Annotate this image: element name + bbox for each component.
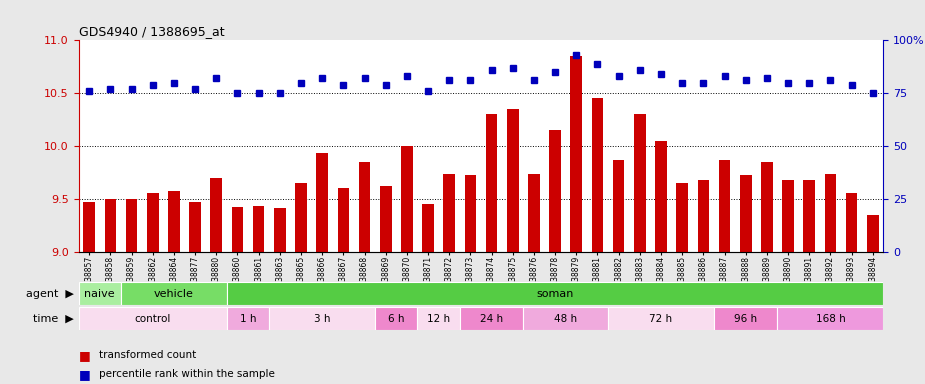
Text: 168 h: 168 h — [816, 314, 845, 324]
Bar — [79, 307, 227, 330]
Text: soman: soman — [536, 289, 574, 299]
Bar — [528, 174, 540, 252]
Bar — [507, 109, 519, 252]
Text: time  ▶: time ▶ — [33, 314, 74, 324]
Bar — [778, 307, 883, 330]
Bar — [845, 194, 857, 252]
Bar — [719, 160, 731, 252]
Bar — [655, 141, 667, 252]
Bar — [422, 204, 434, 252]
Bar — [376, 307, 417, 330]
Bar — [231, 207, 243, 252]
Bar — [295, 183, 307, 252]
Text: naive: naive — [84, 289, 115, 299]
Bar — [105, 199, 117, 252]
Bar — [79, 282, 121, 305]
Bar — [359, 162, 370, 252]
Text: 1 h: 1 h — [240, 314, 256, 324]
Bar — [126, 199, 138, 252]
Bar — [190, 202, 201, 252]
Bar — [168, 191, 179, 252]
Text: control: control — [134, 314, 171, 324]
Bar — [613, 160, 624, 252]
Text: ■: ■ — [79, 349, 91, 362]
Bar — [761, 162, 772, 252]
Text: 12 h: 12 h — [427, 314, 450, 324]
Bar — [274, 208, 286, 252]
Bar — [524, 307, 608, 330]
Bar — [824, 174, 836, 252]
Bar — [121, 282, 227, 305]
Bar — [697, 180, 709, 252]
Bar — [486, 114, 498, 252]
Bar — [253, 206, 265, 252]
Text: 72 h: 72 h — [649, 314, 672, 324]
Text: 24 h: 24 h — [480, 314, 503, 324]
Bar — [83, 202, 95, 252]
Bar — [571, 56, 582, 252]
Bar — [783, 180, 794, 252]
Bar — [380, 186, 391, 252]
Bar — [417, 307, 460, 330]
Bar — [211, 178, 222, 252]
Text: percentile rank within the sample: percentile rank within the sample — [99, 369, 275, 379]
Bar — [867, 215, 879, 252]
Bar — [608, 307, 714, 330]
Text: ■: ■ — [79, 368, 91, 381]
Bar — [804, 180, 815, 252]
Bar — [316, 153, 328, 252]
Bar — [460, 307, 524, 330]
Text: 3 h: 3 h — [314, 314, 330, 324]
Text: transformed count: transformed count — [99, 350, 196, 360]
Bar — [269, 307, 376, 330]
Bar — [464, 175, 476, 252]
Text: GDS4940 / 1388695_at: GDS4940 / 1388695_at — [79, 25, 224, 38]
Text: vehicle: vehicle — [154, 289, 194, 299]
Bar — [227, 282, 883, 305]
Text: 48 h: 48 h — [554, 314, 577, 324]
Text: 6 h: 6 h — [388, 314, 404, 324]
Text: agent  ▶: agent ▶ — [26, 289, 74, 299]
Bar — [714, 307, 778, 330]
Bar — [676, 183, 688, 252]
Bar — [740, 175, 751, 252]
Bar — [338, 188, 349, 252]
Bar — [401, 146, 413, 252]
Text: 96 h: 96 h — [734, 314, 758, 324]
Bar — [443, 174, 455, 252]
Bar — [549, 130, 561, 252]
Bar — [147, 194, 158, 252]
Bar — [227, 307, 269, 330]
Bar — [592, 98, 603, 252]
Bar — [634, 114, 646, 252]
